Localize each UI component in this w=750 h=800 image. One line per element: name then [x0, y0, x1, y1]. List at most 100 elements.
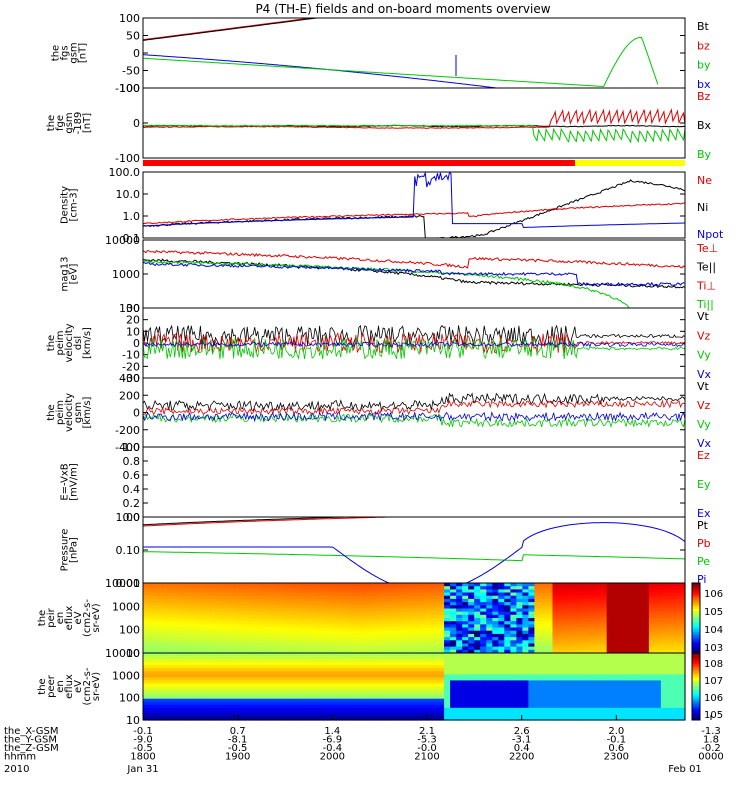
spectrogram-cell-peir	[191, 589, 198, 594]
spectrogram-cell-peer	[233, 677, 240, 681]
spectrogram-cell-peir	[317, 637, 325, 641]
spectrogram-cell-peir	[353, 592, 361, 597]
spectrogram-cell-peer	[371, 653, 379, 657]
spectrogram-cell-peer	[173, 713, 180, 718]
spectrogram-cell-peir	[642, 592, 650, 597]
spectrogram-cell-peir	[510, 592, 517, 597]
panel-layer	[142, 17, 712, 721]
spectrogram-cell-peir	[534, 589, 541, 594]
spectrogram-cell-peer	[227, 683, 234, 688]
spectrogram-cell-peer	[558, 680, 566, 684]
spectrogram-cell-peer	[510, 677, 517, 681]
spectrogram-cell-peer	[492, 698, 499, 703]
spectrogram-cell-peir	[450, 624, 457, 629]
spectrogram-cell-peir	[444, 605, 451, 610]
spectrogram-cell-peer	[245, 662, 252, 666]
spectrogram-cell-peer	[221, 686, 228, 691]
spectrogram-cell-peir	[570, 592, 578, 597]
spectrogram-cell-peir	[203, 643, 210, 648]
spectrogram-cell-peir	[673, 630, 680, 635]
spectrogram-cell-peer	[480, 686, 487, 691]
spectrogram-cell-peir	[600, 611, 608, 616]
spectrogram-cell-peir	[492, 630, 499, 635]
spectrogram-cell-peer	[450, 659, 457, 663]
spectrogram-cell-peir	[462, 598, 469, 603]
spectrogram-cell-peir	[546, 611, 554, 616]
spectrogram-cell-peer	[209, 717, 216, 721]
spectrogram-cell-peer	[612, 701, 620, 706]
legend-efield-Ex: Ex	[697, 507, 711, 520]
spectrogram-cell-peer	[305, 701, 313, 706]
spectrogram-cell-peir	[673, 592, 680, 597]
spectrogram-cell-peir	[353, 614, 361, 619]
spectrogram-cell-peer	[335, 677, 343, 681]
spectrogram-cell-peer	[660, 689, 668, 694]
spectrogram-cell-peir	[666, 611, 674, 616]
spectrogram-cell-peir	[371, 630, 379, 635]
spectrogram-cell-peir	[522, 630, 529, 635]
spectrogram-cell-peer	[594, 674, 602, 678]
spectrogram-cell-peer	[504, 717, 511, 721]
spectrogram-cell-peer	[221, 692, 228, 697]
spectrogram-cell-peer	[438, 698, 445, 703]
spectrogram-cell-peer	[510, 674, 517, 678]
spectrogram-cell-peer	[377, 659, 385, 663]
spectrogram-cell-peer	[528, 717, 535, 721]
spectrogram-cell-peer	[161, 689, 168, 694]
spectrogram-cell-peer	[546, 671, 554, 675]
spectrogram-cell-peer	[281, 674, 289, 678]
spectrogram-cell-peer	[624, 695, 632, 700]
spectrogram-cell-peer	[191, 677, 198, 681]
spectrogram-cell-peir	[377, 627, 385, 632]
colorbar-cell-peer	[692, 661, 700, 665]
spectrogram-cell-peir	[143, 611, 150, 616]
spectrogram-cell-peer	[408, 692, 415, 697]
spectrogram-cell-peir	[365, 637, 373, 641]
spectrogram-cell-peir	[203, 595, 210, 600]
spectrogram-cell-peer	[323, 659, 331, 663]
spectrogram-cell-peer	[648, 677, 656, 681]
spectrogram-cell-peer	[450, 717, 457, 721]
spectrogram-cell-peir	[377, 637, 385, 641]
spectrogram-cell-peir	[275, 627, 283, 632]
spectrogram-cell-peer	[257, 677, 264, 681]
ytick-label-pressure: 1.00	[116, 511, 141, 524]
spectrogram-cell-peer	[408, 671, 415, 675]
spectrogram-cell-peer	[389, 665, 397, 669]
spectrogram-cell-peir	[209, 611, 216, 616]
spectrogram-cell-peir	[474, 646, 481, 651]
spectrogram-cell-peir	[299, 611, 307, 616]
spectrogram-cell-peer	[426, 665, 433, 669]
colorbar-cell-peer	[692, 693, 700, 696]
spectrogram-cell-peer	[588, 674, 596, 678]
spectrogram-cell-peir	[257, 624, 264, 629]
spectrogram-cell-peir	[618, 627, 626, 632]
spectrogram-cell-peer	[341, 704, 349, 709]
spectrogram-cell-peer	[673, 701, 680, 706]
spectrogram-cell-peir	[546, 643, 554, 648]
spectrogram-cell-peer	[335, 668, 343, 672]
spectrogram-cell-peer	[630, 665, 638, 669]
spectrogram-cell-peir	[528, 598, 535, 603]
spectrogram-cell-peir	[612, 608, 620, 613]
spectrogram-cell-peer	[299, 668, 307, 672]
spectrogram-cell-peer	[311, 710, 319, 715]
spectrogram-cell-peer	[444, 671, 451, 675]
spectrogram-cell-peer	[179, 683, 186, 688]
spectrogram-cell-peer	[546, 674, 554, 678]
spectrogram-cell-peer	[239, 668, 246, 672]
spectrogram-cell-peer	[227, 662, 234, 666]
spectrogram-cell-peer	[438, 689, 445, 694]
spectrogram-cell-peir	[564, 592, 572, 597]
spectrogram-cell-peir	[233, 598, 240, 603]
spectrogram-cell-peir	[149, 649, 156, 654]
spectrogram-cell-peir	[498, 589, 505, 594]
spectrogram-cell-peer	[438, 671, 445, 675]
spectrogram-cell-peer	[149, 695, 156, 700]
spectrogram-cell-peir	[492, 643, 499, 648]
spectrogram-cell-peir	[450, 605, 457, 610]
spectrogram-cell-peir	[618, 621, 626, 625]
ylabel-efield: [mV/m]	[69, 463, 80, 501]
spectrogram-cell-peir	[383, 592, 391, 597]
spectrogram-cell-peir	[287, 611, 295, 616]
